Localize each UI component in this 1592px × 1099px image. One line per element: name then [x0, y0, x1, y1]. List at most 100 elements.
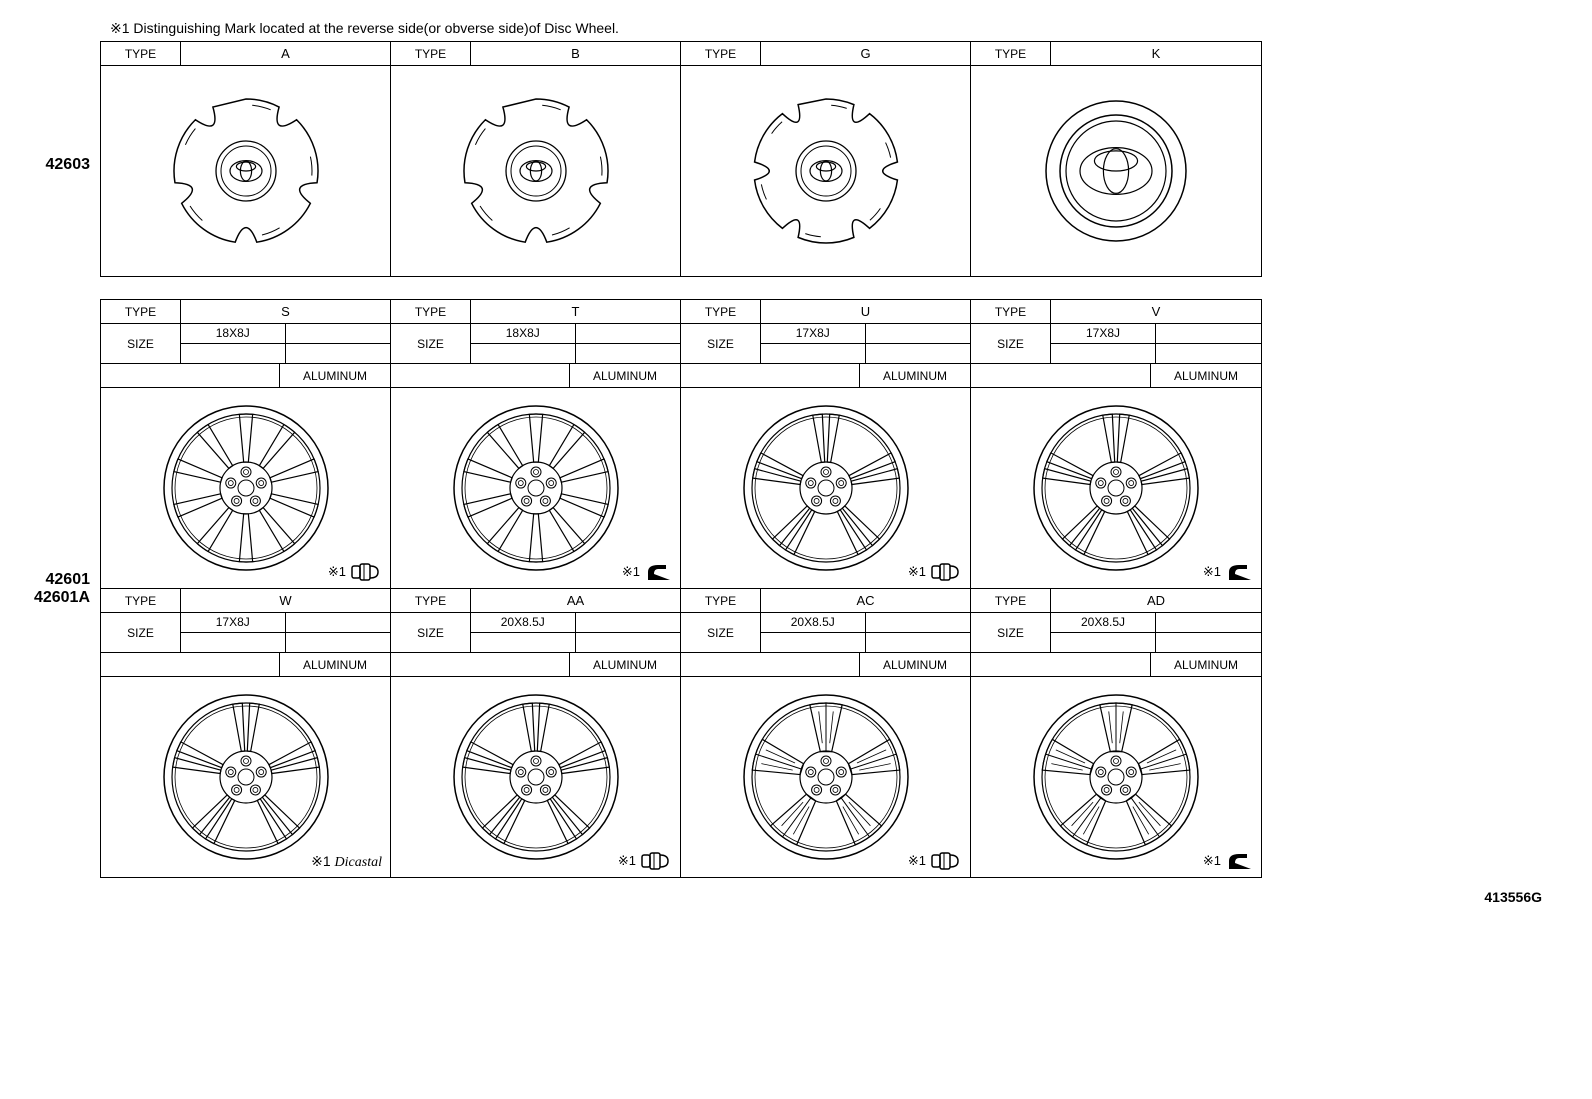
wheel-size-row: SIZE 17X8J — [971, 324, 1261, 364]
wheel-size-row: SIZE 20X8.5J — [681, 613, 970, 653]
wheel-illustration: ※1 Dicastal — [101, 677, 390, 877]
diagram-id: 413556G — [20, 889, 1572, 905]
wheel-size-row: SIZE 18X8J — [391, 324, 680, 364]
wheel-size-row: SIZE 20X8.5J — [391, 613, 680, 653]
size-label: SIZE — [971, 613, 1051, 652]
wheel-size-row: SIZE 17X8J — [101, 613, 390, 653]
caps-section: 42603 TYPE A TYPE B — [20, 41, 1572, 289]
material-value: ALUMINUM — [280, 653, 390, 676]
size-value: 18X8J — [471, 324, 576, 344]
size-label: SIZE — [101, 324, 181, 363]
part-number-wheels: 42601 42601A — [20, 299, 100, 879]
size-grid: 20X8.5J — [761, 613, 970, 652]
size-label: SIZE — [101, 613, 181, 652]
wheel-material-row: ALUMINUM — [971, 364, 1261, 388]
wheel-size-row: SIZE 20X8.5J — [971, 613, 1261, 653]
wheel-cell-AC: TYPE AC SIZE 20X8.5J ALUMINUM ※1 — [681, 589, 971, 877]
wheel-material-row: ALUMINUM — [101, 653, 390, 677]
type-value: T — [471, 300, 680, 323]
material-value: ALUMINUM — [1151, 364, 1261, 387]
size-label: SIZE — [681, 613, 761, 652]
wheel-illustration: ※1 — [101, 388, 390, 588]
wheel-illustration: ※1 — [681, 388, 970, 588]
size-value: 17X8J — [181, 613, 286, 633]
wheel-illustration: ※1 — [971, 388, 1261, 588]
mark-icon: ※1 — [1203, 562, 1253, 582]
size-value: 18X8J — [181, 324, 286, 344]
type-value: K — [1051, 42, 1261, 65]
mark-icon: ※1 — [1203, 851, 1253, 871]
type-value: V — [1051, 300, 1261, 323]
wheel-type-row: TYPE W — [101, 589, 390, 613]
wheel-cell-AA: TYPE AA SIZE 20X8.5J ALUMINUM ※1 — [391, 589, 681, 877]
mark-icon: ※1 — [618, 851, 672, 871]
type-label: TYPE — [681, 589, 761, 612]
wheel-type-row: TYPE AA — [391, 589, 680, 613]
wheel-type-row: TYPE U — [681, 300, 970, 324]
wheel-type-row: TYPE T — [391, 300, 680, 324]
cap-illustration — [391, 66, 680, 276]
wheel-material-row: ALUMINUM — [681, 364, 970, 388]
wheel-cell-S: TYPE S SIZE 18X8J ALUMINUM ※1 — [101, 300, 391, 589]
cap-cell-A: TYPE A — [101, 42, 391, 276]
type-label: TYPE — [681, 42, 761, 65]
size-label: SIZE — [391, 613, 471, 652]
mark-icon: ※1 — [622, 562, 672, 582]
size-value: 20X8.5J — [1051, 613, 1156, 633]
wheel-size-row: SIZE 18X8J — [101, 324, 390, 364]
type-label: TYPE — [101, 42, 181, 65]
mark-icon: ※1 — [328, 562, 382, 582]
mark-icon: ※1 — [908, 562, 962, 582]
part-number-caps: 42603 — [20, 41, 100, 289]
size-grid: 18X8J — [471, 324, 680, 363]
wheel-illustration: ※1 — [391, 388, 680, 588]
wheel-cell-U: TYPE U SIZE 17X8J ALUMINUM ※1 — [681, 300, 971, 589]
caps-grid: TYPE A TYPE B TYPE — [100, 41, 1262, 277]
wheel-material-row: ALUMINUM — [391, 364, 680, 388]
size-grid: 20X8.5J — [471, 613, 680, 652]
wheel-illustration: ※1 — [681, 677, 970, 877]
cap-cell-G: TYPE G — [681, 42, 971, 276]
size-value: 20X8.5J — [761, 613, 866, 633]
wheel-cell-W: TYPE W SIZE 17X8J ALUMINUM ※1 Dicastal — [101, 589, 391, 877]
type-label: TYPE — [391, 300, 471, 323]
size-label: SIZE — [681, 324, 761, 363]
material-value: ALUMINUM — [570, 653, 680, 676]
type-label: TYPE — [101, 589, 181, 612]
material-value: ALUMINUM — [280, 364, 390, 387]
type-value: G — [761, 42, 970, 65]
size-grid: 17X8J — [181, 613, 390, 652]
material-value: ALUMINUM — [860, 364, 970, 387]
size-value: 17X8J — [761, 324, 866, 344]
size-grid: 20X8.5J — [1051, 613, 1261, 652]
type-value: B — [471, 42, 680, 65]
material-value: ALUMINUM — [860, 653, 970, 676]
cap-header: TYPE K — [971, 42, 1261, 66]
size-grid: 17X8J — [761, 324, 970, 363]
type-label: TYPE — [391, 589, 471, 612]
type-label: TYPE — [101, 300, 181, 323]
size-grid: 17X8J — [1051, 324, 1261, 363]
material-value: ALUMINUM — [570, 364, 680, 387]
cap-header: TYPE B — [391, 42, 680, 66]
type-value: U — [761, 300, 970, 323]
type-value: W — [181, 589, 390, 612]
wheel-material-row: ALUMINUM — [971, 653, 1261, 677]
type-label: TYPE — [971, 589, 1051, 612]
mark-dicastal: ※1 Dicastal — [311, 853, 382, 871]
type-label: TYPE — [391, 42, 471, 65]
wheel-illustration: ※1 — [391, 677, 680, 877]
wheel-type-row: TYPE S — [101, 300, 390, 324]
type-value: A — [181, 42, 390, 65]
cap-cell-K: TYPE K — [971, 42, 1261, 276]
cap-header: TYPE G — [681, 42, 970, 66]
type-label: TYPE — [681, 300, 761, 323]
wheel-material-row: ALUMINUM — [391, 653, 680, 677]
part-42603: 42603 — [20, 156, 90, 174]
size-value: 17X8J — [1051, 324, 1156, 344]
type-value: AA — [471, 589, 680, 612]
mark-icon: ※1 — [908, 851, 962, 871]
wheel-cell-AD: TYPE AD SIZE 20X8.5J ALUMINUM ※1 — [971, 589, 1261, 877]
wheel-type-row: TYPE V — [971, 300, 1261, 324]
parts-diagram: ※1 Distinguishing Mark located at the re… — [20, 20, 1572, 905]
